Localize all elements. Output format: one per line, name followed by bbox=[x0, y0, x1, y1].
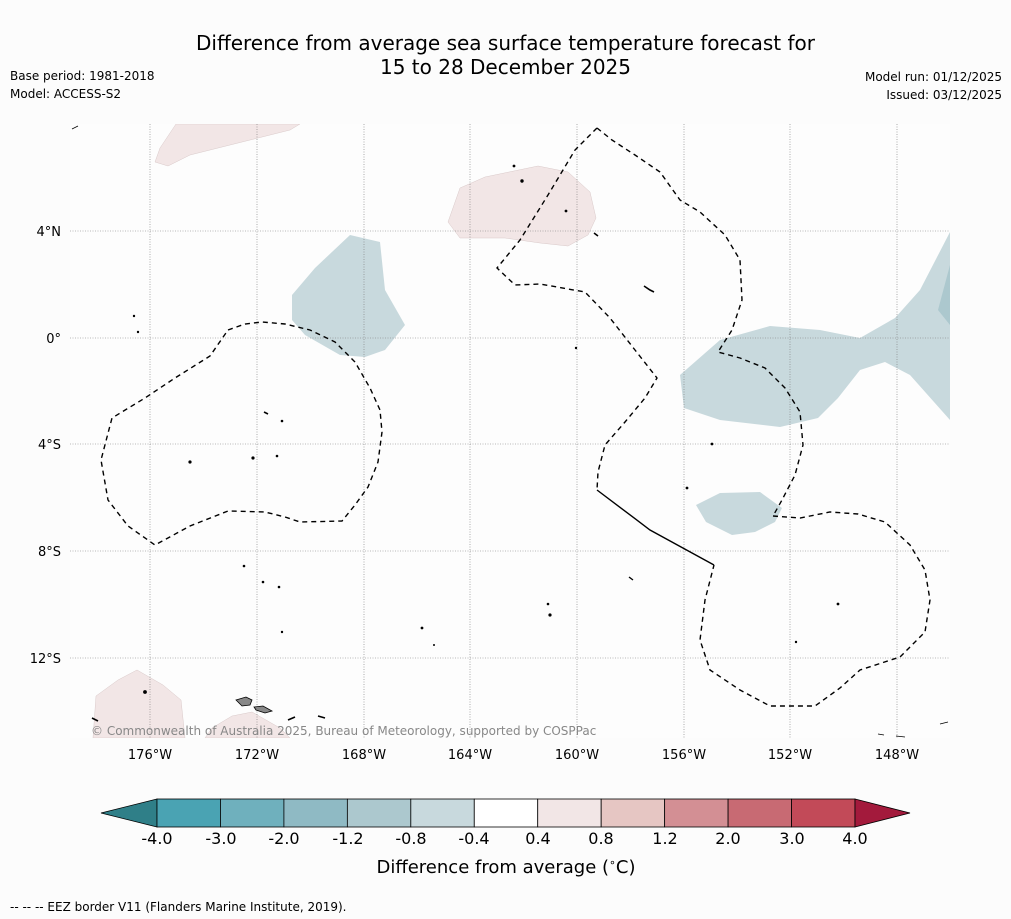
colorbar bbox=[100, 798, 911, 828]
lon-label: 156°W bbox=[662, 748, 706, 763]
eez-border-phoenix-north bbox=[496, 127, 658, 491]
map-title: Difference from average sea surface temp… bbox=[0, 31, 1011, 79]
colorbar-segment bbox=[220, 798, 285, 828]
lat-label: 12°S bbox=[30, 652, 61, 667]
base-period: Base period: 1981-2018 bbox=[10, 69, 155, 83]
colorbar-segment bbox=[727, 798, 792, 828]
eez-border-phoenix-line bbox=[596, 127, 804, 517]
lat-label: 8°S bbox=[38, 545, 61, 560]
eez-border-tokelau bbox=[100, 321, 383, 546]
map-area bbox=[70, 124, 950, 738]
eez-borders bbox=[100, 127, 931, 707]
colorbar-label-degree: ∘ bbox=[609, 856, 616, 869]
island-savaii bbox=[235, 696, 253, 707]
warm-anomaly-northwest bbox=[154, 124, 301, 167]
colorbar-label-suffix: C) bbox=[616, 857, 636, 878]
colorbar-tick: 1.2 bbox=[652, 829, 677, 848]
lat-label: 4°N bbox=[37, 225, 62, 240]
model-run: Model run: 01/12/2025 bbox=[864, 70, 1002, 84]
colorbar-tick-labels: -4.0 -3.0 -2.0 -1.2 -0.8 -0.4 0.4 0.8 1.… bbox=[141, 829, 867, 848]
lon-label: 168°W bbox=[342, 748, 386, 763]
colorbar-segment bbox=[156, 798, 221, 828]
cool-anomaly-west bbox=[292, 235, 405, 357]
warm-anomaly-north-central bbox=[447, 165, 597, 247]
cool-anomaly-deeper bbox=[938, 265, 950, 325]
lon-label: 152°W bbox=[768, 748, 812, 763]
latitude-labels: 4°N 0° 4°S 8°S 12°S bbox=[30, 225, 61, 667]
lon-label: 176°W bbox=[128, 748, 172, 763]
longitude-labels: 176°W 172°W 168°W 164°W 160°W 156°W 152°… bbox=[128, 748, 919, 763]
colorbar-segment bbox=[537, 798, 602, 828]
lon-label: 164°W bbox=[448, 748, 492, 763]
colorbar-tick: 3.0 bbox=[779, 829, 804, 848]
lon-label: 148°W bbox=[875, 748, 919, 763]
eez-border-line-south bbox=[699, 511, 931, 707]
colorbar-segment bbox=[346, 798, 412, 828]
eez-legend-note: -- -- -- EEZ border V11 (Flanders Marine… bbox=[10, 900, 347, 914]
colorbar-segment bbox=[473, 798, 539, 828]
colorbar-tick: 4.0 bbox=[842, 829, 867, 848]
lon-label: 160°W bbox=[555, 748, 599, 763]
meta-right: Model run: 01/12/2025 Issued: 03/12/2025 bbox=[865, 68, 1002, 104]
cool-anomaly-east bbox=[680, 232, 950, 427]
colorbar-tick: -1.2 bbox=[332, 829, 363, 848]
colorbar-tick: 2.0 bbox=[715, 829, 740, 848]
colorbar-tick: -0.4 bbox=[458, 829, 489, 848]
warm-anomaly-southwest bbox=[92, 669, 186, 738]
boundary-line-solid bbox=[596, 489, 715, 566]
colorbar-tick: -4.0 bbox=[141, 829, 172, 848]
title-line-2: 15 to 28 December 2025 bbox=[379, 55, 631, 79]
colorbar-segment bbox=[410, 798, 475, 828]
island-upolu bbox=[253, 705, 274, 714]
colorbar-tick: -2.0 bbox=[268, 829, 299, 848]
lat-label: 4°S bbox=[38, 438, 61, 453]
colorbar-label: Difference from average (∘C) bbox=[376, 856, 635, 878]
lon-label: 172°W bbox=[235, 748, 279, 763]
colorbar-extend-high bbox=[854, 798, 911, 828]
warm-anomaly-south bbox=[204, 711, 291, 738]
title-line-1: Difference from average sea surface temp… bbox=[195, 31, 815, 55]
colorbar-segment bbox=[664, 798, 729, 828]
colorbar-extend-low bbox=[100, 798, 158, 828]
issued-date: Issued: 03/12/2025 bbox=[886, 88, 1002, 102]
lat-label: 0° bbox=[46, 332, 61, 347]
model-name: Model: ACCESS-S2 bbox=[10, 87, 122, 101]
colorbar-tick: -0.8 bbox=[395, 829, 426, 848]
meta-left: Base period: 1981-2018 Model: ACCESS-S2 bbox=[10, 67, 155, 103]
islands bbox=[71, 125, 949, 738]
colorbar-segment bbox=[600, 798, 666, 828]
colorbar-segment bbox=[283, 798, 348, 828]
colorbar-tick: 0.4 bbox=[525, 829, 550, 848]
colorbar-tick: 0.8 bbox=[588, 829, 613, 848]
cool-anomaly-southeast bbox=[696, 492, 782, 535]
colorbar-label-prefix: Difference from average ( bbox=[376, 857, 609, 878]
colorbar-segment bbox=[791, 798, 856, 828]
colorbar-tick: -3.0 bbox=[205, 829, 236, 848]
copyright-notice: © Commonwealth of Australia 2025, Bureau… bbox=[91, 724, 597, 738]
